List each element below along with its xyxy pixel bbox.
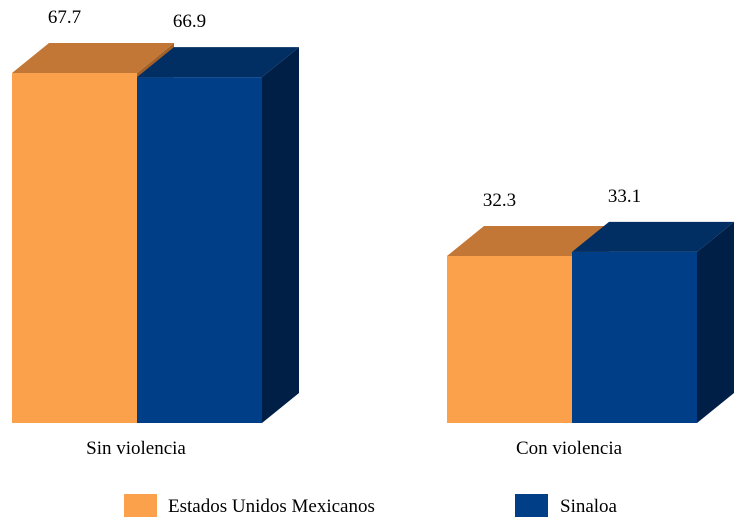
bars-group <box>12 43 734 423</box>
bar-sin-violencia-sinaloa <box>137 47 299 423</box>
legend-swatch-sinaloa <box>515 494 548 517</box>
legend-label-sinaloa: Sinaloa <box>560 496 618 517</box>
legend: Estados Unidos Mexicanos Sinaloa <box>124 494 618 517</box>
legend-swatch-estados-unidos-mexicanos <box>124 494 157 517</box>
bar-top-face <box>572 221 734 252</box>
bar-side-face <box>697 221 734 423</box>
bar-top-face <box>12 43 174 73</box>
legend-label-estados-unidos-mexicanos: Estados Unidos Mexicanos <box>168 496 375 517</box>
bar-front-face <box>572 251 697 423</box>
category-label-sin-violencia: Sin violencia <box>86 438 186 459</box>
value-label-con-violencia-estados-unidos-mexicanos: 32.3 <box>483 190 516 211</box>
category-label-con-violencia: Con violencia <box>516 438 623 459</box>
value-label-sin-violencia-estados-unidos-mexicanos: 67.7 <box>48 7 81 28</box>
value-labels-group: 67.7 66.9 32.3 33.1 <box>48 7 641 211</box>
category-labels-group: Sin violencia Con violencia <box>86 438 622 459</box>
bar-front-face <box>447 256 572 423</box>
bar-front-face <box>12 73 137 423</box>
bar-con-violencia-sinaloa <box>572 221 734 423</box>
bar-top-face <box>137 47 299 78</box>
value-label-con-violencia-sinaloa: 33.1 <box>608 186 641 207</box>
bar-side-face <box>262 47 299 423</box>
bar-front-face <box>137 77 262 423</box>
bar-top-face <box>447 226 609 257</box>
value-label-sin-violencia-sinaloa: 66.9 <box>173 11 206 32</box>
